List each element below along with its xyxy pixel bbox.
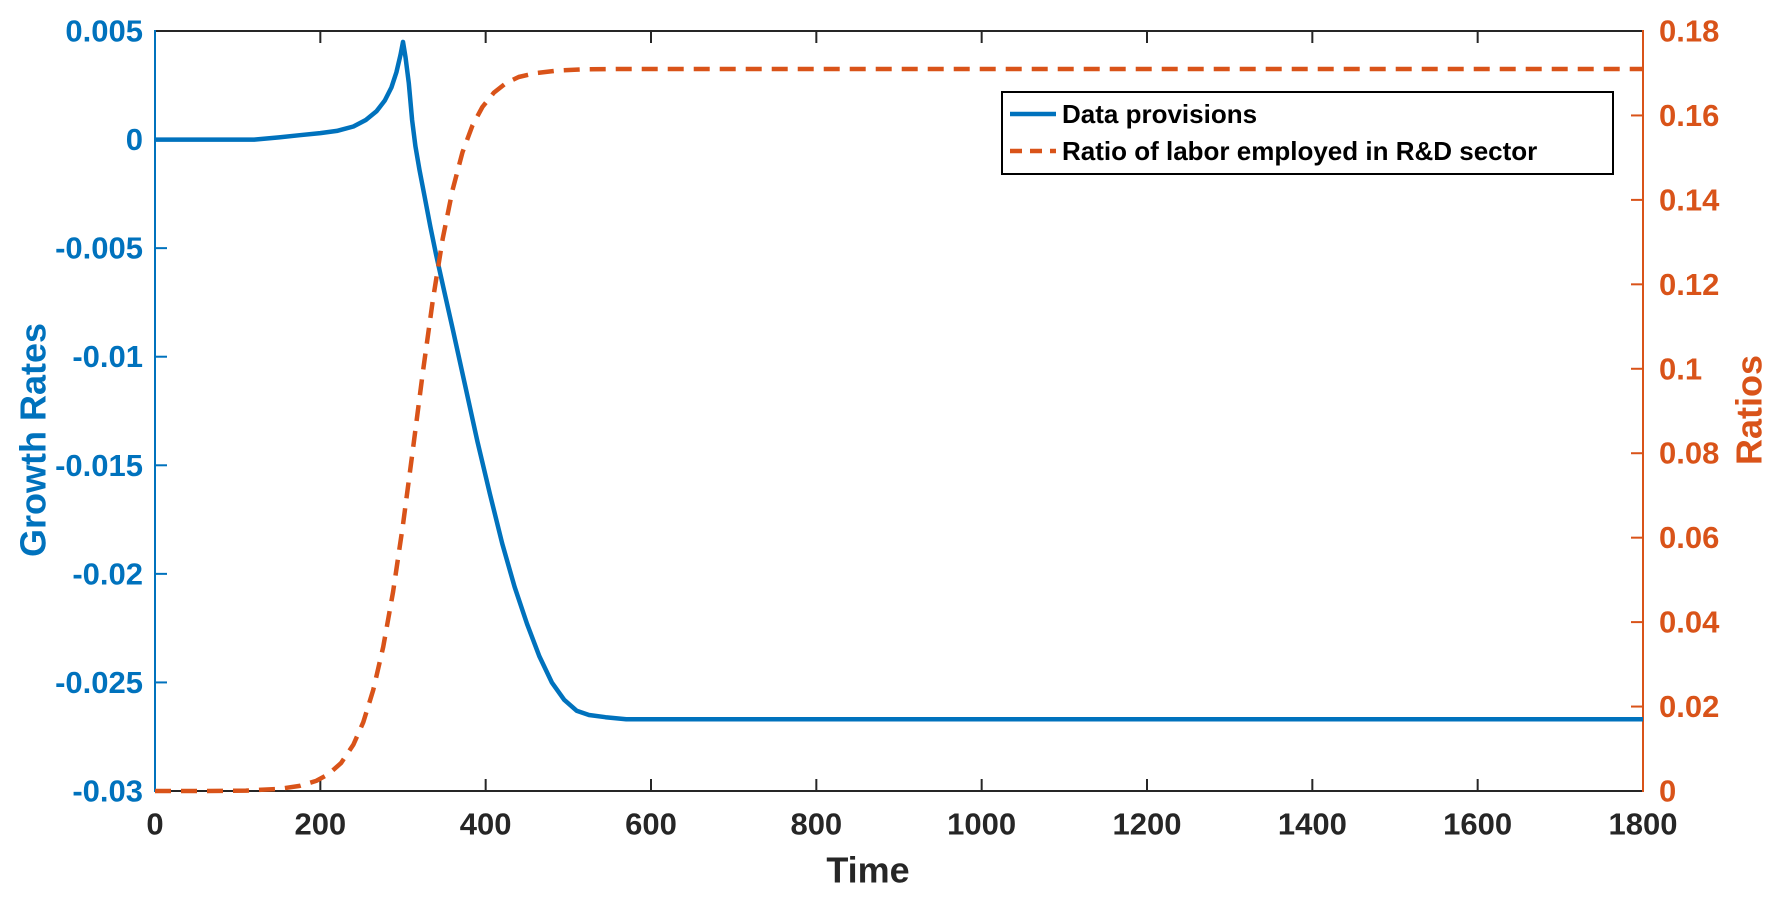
left-tick-label: -0.005 — [55, 231, 143, 266]
series-line-data-provisions — [155, 39, 1643, 722]
x-tick-label: 400 — [460, 807, 512, 842]
right-axis-title: Ratios — [1729, 355, 1770, 465]
legend-item-rd-labor-ratio: Ratio of labor employed in R&D sector — [1062, 136, 1537, 166]
right-tick-label: 0.14 — [1659, 182, 1720, 217]
left-tick-label: 0.005 — [65, 14, 143, 49]
right-tick-label: 0.04 — [1659, 605, 1720, 640]
left-tick-label: -0.015 — [55, 448, 143, 483]
right-tick-label: 0.18 — [1659, 14, 1719, 49]
x-tick-label: 800 — [790, 807, 842, 842]
legend-item-data-provisions: Data provisions — [1062, 99, 1257, 129]
left-tick-label: 0 — [126, 122, 143, 157]
right-tick-label: 0.1 — [1659, 351, 1702, 386]
x-tick-label: 1000 — [947, 807, 1016, 842]
x-tick-label: 1600 — [1443, 807, 1512, 842]
x-tick-label: 200 — [294, 807, 346, 842]
left-axis-title: Growth Rates — [13, 323, 54, 557]
left-axis-ticks: 0.005 0 -0.005 -0.01 -0.015 -0.02 -0.025 -0.03 — [55, 14, 167, 809]
left-tick-label: -0.03 — [72, 774, 143, 809]
x-tick-label: 1800 — [1609, 807, 1678, 842]
x-axis-title: Time — [826, 850, 909, 891]
left-tick-label: -0.025 — [55, 665, 143, 700]
right-tick-label: 0.02 — [1659, 689, 1719, 724]
right-tick-label: 0.12 — [1659, 267, 1719, 302]
left-tick-label: -0.02 — [72, 556, 143, 591]
right-tick-label: 0 — [1659, 774, 1676, 809]
x-tick-label: 1400 — [1278, 807, 1347, 842]
right-tick-label: 0.16 — [1659, 98, 1719, 133]
legend: Data provisions Ratio of labor employed … — [1001, 91, 1614, 175]
right-tick-label: 0.06 — [1659, 520, 1719, 555]
x-tick-label: 1200 — [1113, 807, 1182, 842]
series-line-rd-labor-ratio — [155, 66, 1643, 794]
x-tick-label: 600 — [625, 807, 677, 842]
left-tick-label: -0.01 — [72, 339, 143, 374]
legend-box — [1001, 91, 1614, 175]
x-tick-label: 0 — [146, 807, 163, 842]
x-axis-ticks: 0 200 400 600 800 1000 1200 1400 1600 1800 — [146, 31, 1677, 842]
right-tick-label: 0.08 — [1659, 436, 1719, 471]
